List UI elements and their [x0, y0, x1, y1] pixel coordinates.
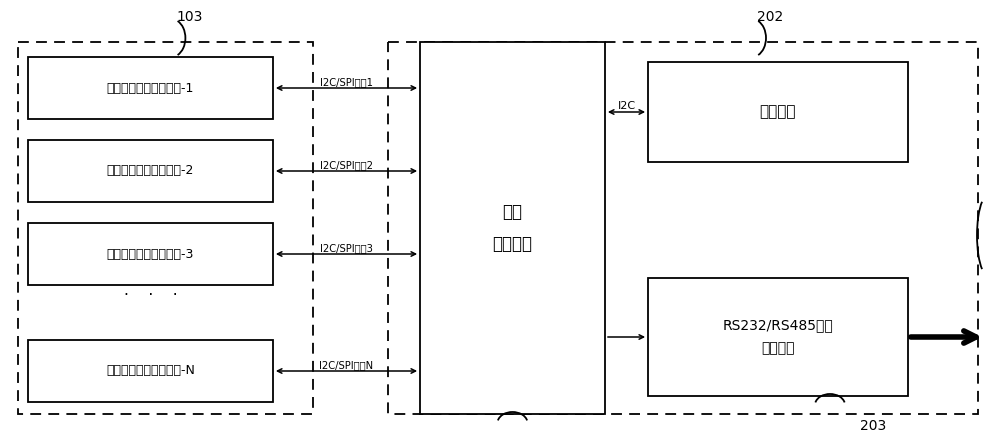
Bar	[420, 42, 605, 414]
Bar	[28, 223, 273, 285]
Text: I2C/SPI总线1: I2C/SPI总线1	[320, 77, 373, 87]
Text: 数据
处理单元: 数据 处理单元	[492, 203, 532, 253]
Text: I2C/SPI总线2: I2C/SPI总线2	[320, 160, 373, 170]
Text: 三排线性磁传感器阵列-2: 三排线性磁传感器阵列-2	[107, 165, 194, 178]
Text: ·    ·    ·: · · ·	[124, 288, 177, 303]
Bar	[28, 140, 273, 202]
Text: 三排线性磁传感器阵列-1: 三排线性磁传感器阵列-1	[107, 81, 194, 94]
Text: RS232/RS485数据
通信模块: RS232/RS485数据 通信模块	[723, 319, 833, 355]
Bar	[28, 57, 273, 119]
Bar	[18, 42, 313, 414]
Text: 存储模块: 存储模块	[760, 104, 796, 120]
Text: 三排线性磁传感器阵列-N: 三排线性磁传感器阵列-N	[106, 365, 195, 378]
Text: 三排线性磁传感器阵列-3: 三排线性磁传感器阵列-3	[107, 248, 194, 261]
Bar	[28, 340, 273, 402]
Text: 103: 103	[176, 10, 203, 24]
Bar	[648, 278, 908, 396]
Text: I2C/SPI总线3: I2C/SPI总线3	[320, 243, 373, 253]
Bar	[648, 62, 908, 162]
Text: I2C: I2C	[617, 101, 636, 111]
Text: 203: 203	[860, 419, 886, 433]
Text: I2C/SPI总线N: I2C/SPI总线N	[319, 360, 374, 370]
Text: 202: 202	[757, 10, 783, 24]
Bar	[388, 42, 978, 414]
